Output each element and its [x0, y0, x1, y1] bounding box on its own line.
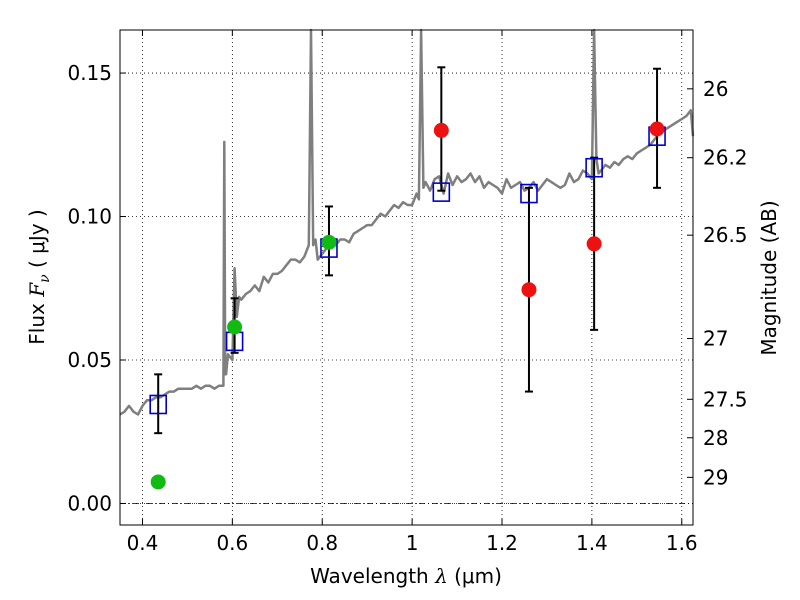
x-tick-label: 1: [406, 531, 419, 555]
observed-points: [150, 121, 665, 490]
observed-point-green: [150, 474, 166, 490]
y-tick-label: 0.15: [67, 61, 112, 85]
x-tick-label: 0.8: [306, 531, 338, 555]
observed-point-green: [321, 234, 337, 250]
grid-lines: [120, 30, 693, 525]
y-axis-ticks: 0.00 0.05 0.10 0.15: [67, 61, 126, 515]
magnitude-axis-ticks: 26 26.2 26.5 27 27.5 28 29: [687, 77, 748, 489]
observed-point-green: [227, 319, 243, 335]
model-photometry-square: [520, 183, 538, 204]
sed-model-path: [119, 28, 695, 416]
x-tick-label: 1.6: [666, 531, 698, 555]
sed-model-curve: [119, 28, 695, 416]
y-tick-label: 0.05: [67, 348, 112, 372]
mag-tick-label: 27.5: [703, 387, 748, 411]
plot-frame: [119, 29, 694, 526]
x-axis-label: Wavelength λ (μm): [310, 564, 502, 588]
mag-tick-label: 29: [703, 465, 728, 489]
observed-point-red: [521, 282, 537, 298]
x-tick-label: 0.6: [216, 531, 248, 555]
mag-tick-label: 26: [703, 77, 728, 101]
model-photometry-square: [432, 182, 451, 202]
model-photometry-square: [585, 157, 603, 178]
y-tick-label: 0.00: [67, 491, 112, 515]
model-photometry-square: [149, 394, 167, 415]
observed-point-red: [649, 121, 665, 137]
x-tick-label: 0.4: [127, 531, 159, 555]
x-tick-label: 1.2: [486, 531, 518, 555]
y2-axis-label: Magnitude (AB): [757, 200, 781, 355]
mag-tick-label: 26.5: [703, 223, 748, 247]
observed-point-red: [433, 122, 449, 138]
mag-tick-label: 27: [703, 326, 728, 350]
y-axis-label: Flux Fν ( μJy ): [25, 209, 53, 344]
y-tick-label: 0.10: [67, 205, 112, 229]
x-tick-label: 1.4: [576, 531, 608, 555]
mag-tick-label: 26.2: [703, 146, 748, 170]
observed-point-red: [586, 236, 602, 252]
x-axis-ticks: 0.4 0.6 0.8 1 1.2 1.4 1.6: [127, 30, 698, 555]
error-bars: [154, 66, 662, 435]
mag-tick-label: 28: [703, 426, 728, 450]
